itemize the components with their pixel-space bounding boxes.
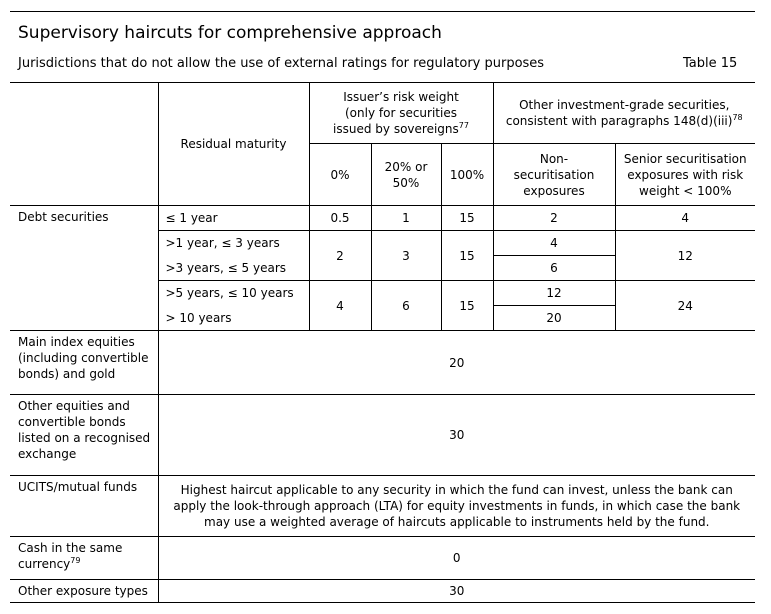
table-subtitle: Jurisdictions that do not allow the use … xyxy=(18,56,545,71)
debt-row-1: Debt securities ≤ 1 year 0.5 1 15 2 4 xyxy=(10,205,755,331)
cash-label: Cash in the same currency79 xyxy=(10,536,159,580)
value-cell: 12 xyxy=(614,230,755,281)
footnote-78: 78 xyxy=(732,113,743,122)
value-cell: 20 xyxy=(492,305,616,331)
value-cell: 15 xyxy=(440,205,494,231)
other-exposure-value: 30 xyxy=(157,579,755,603)
other-exposure-row: Other exposure types 30 xyxy=(10,579,755,603)
footnote-79: 79 xyxy=(70,556,81,565)
header-rw-0: 0% xyxy=(308,143,372,206)
maturity-cell: >1 year, ≤ 3 years xyxy=(157,230,310,256)
value-cell: 6 xyxy=(492,255,616,281)
header-senior-securitisation: Senior securitisation exposures with ris… xyxy=(614,143,755,206)
main-index-value: 20 xyxy=(157,330,755,395)
value-cell: 24 xyxy=(614,280,755,331)
other-exposure-label: Other exposure types xyxy=(10,579,159,603)
debt-row-4: >5 years, ≤ 10 years 4 6 15 12 24 xyxy=(10,280,755,331)
value-cell: 2 xyxy=(308,230,372,281)
value-cell: 2 xyxy=(492,205,616,231)
maturity-cell: > 10 years xyxy=(157,305,310,331)
header-rw-20-50: 20% or 50% xyxy=(370,143,442,206)
value-cell: 15 xyxy=(440,280,494,331)
value-cell: 6 xyxy=(370,280,442,331)
cash-value: 0 xyxy=(157,536,755,580)
value-cell: 15 xyxy=(440,230,494,281)
main-index-label: Main index equities (including convertib… xyxy=(10,330,159,395)
header-row-1: Residual maturity Issuer’s risk weight (… xyxy=(10,82,755,206)
cash-row: Cash in the same currency79 0 xyxy=(10,536,755,580)
debt-row-3: >3 years, ≤ 5 years 6 xyxy=(10,255,755,281)
ucits-row: UCITS/mutual funds Highest haircut appli… xyxy=(10,475,755,537)
value-cell: 4 xyxy=(308,280,372,331)
header-blank-cell xyxy=(10,82,159,206)
value-cell: 1 xyxy=(370,205,442,231)
maturity-cell: >3 years, ≤ 5 years xyxy=(157,255,310,281)
other-equities-label: Other equities and convertible bonds lis… xyxy=(10,394,159,476)
header-non-securitisation: Non-securitisation exposures xyxy=(492,143,616,206)
header-row-2: 0% 20% or 50% 100% Non-securitisation ex… xyxy=(10,143,755,206)
main-index-row: Main index equities (including convertib… xyxy=(10,330,755,395)
debt-row-2: >1 year, ≤ 3 years 2 3 15 4 12 xyxy=(10,230,755,281)
page-title: Supervisory haircuts for comprehensive a… xyxy=(18,23,442,43)
ucits-text: Highest haircut applicable to any securi… xyxy=(157,475,755,537)
table-number: Table 15 xyxy=(683,56,738,71)
maturity-cell: ≤ 1 year xyxy=(157,205,310,231)
header-investment-grade: Other investment-grade securities, consi… xyxy=(492,82,755,144)
debt-row-5: > 10 years 20 xyxy=(10,305,755,331)
maturity-cell: >5 years, ≤ 10 years xyxy=(157,280,310,306)
value-cell: 3 xyxy=(370,230,442,281)
ucits-label: UCITS/mutual funds xyxy=(10,475,159,537)
header-issuer-risk-weight: Issuer’s risk weight (only for securitie… xyxy=(308,82,494,144)
value-cell: 12 xyxy=(492,280,616,306)
footnote-77: 77 xyxy=(458,121,469,130)
debt-securities-label: Debt securities xyxy=(10,205,159,331)
value-cell: 4 xyxy=(492,230,616,256)
value-cell: 4 xyxy=(614,205,755,231)
header-residual-maturity: Residual maturity xyxy=(157,82,310,206)
haircuts-table: Residual maturity Issuer’s risk weight (… xyxy=(10,82,755,603)
top-rule xyxy=(10,11,755,12)
header-rw-100: 100% xyxy=(440,143,494,206)
other-equities-value: 30 xyxy=(157,394,755,476)
other-equities-row: Other equities and convertible bonds lis… xyxy=(10,394,755,476)
value-cell: 0.5 xyxy=(308,205,372,231)
